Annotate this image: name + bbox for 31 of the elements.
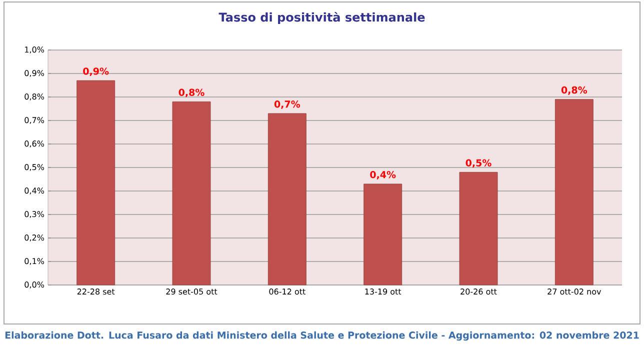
x-tick-label: 13-19 ott — [365, 288, 402, 295]
y-tick-label: 1,0% — [25, 46, 44, 54]
bar — [554, 99, 594, 286]
data-label: 0,5% — [466, 159, 492, 168]
y-tick-label: 0,6% — [24, 140, 44, 148]
x-tick-label: 06-12 ott — [269, 288, 306, 295]
bar — [459, 172, 498, 286]
y-tick-label: 0,3% — [24, 211, 44, 218]
chart-title: Tasso di positività settimanale — [218, 12, 425, 24]
bar — [268, 113, 306, 286]
y-tick-label: 0,0% — [24, 282, 44, 288]
y-tick-label: 0,1% — [24, 258, 44, 265]
y-tick-label: 0,8% — [24, 94, 44, 100]
text: Elaborazione Dott. Luca Fusaro da dati Ministero della Salute e Protezione Civile - Aggiornamento: 02 novembre 2021 — [5, 331, 639, 341]
y-tick-label: 0,5% — [24, 164, 44, 171]
x-tick-label: 29 set-05 ott — [166, 288, 218, 295]
x-tick-label: 27 ott-02 nov — [548, 288, 602, 295]
x-tick-label: 22-28 set — [77, 288, 115, 295]
data-label: 0,9% — [83, 68, 109, 76]
data-label: 0,8% — [561, 86, 588, 95]
bar — [172, 101, 211, 286]
data-label: 0,4% — [370, 171, 396, 180]
x-tick-label: 20-26 ott — [460, 288, 497, 295]
data-label: 0,8% — [178, 88, 204, 98]
y-tick-label: 0,4% — [24, 188, 44, 194]
y-tick-label: 0,7% — [24, 117, 44, 124]
bar — [364, 184, 402, 286]
data-label: 0,7% — [274, 100, 300, 109]
y-tick-label: 0,9% — [24, 70, 44, 77]
y-tick-label: 0,2% — [24, 234, 44, 242]
bar — [76, 80, 116, 286]
